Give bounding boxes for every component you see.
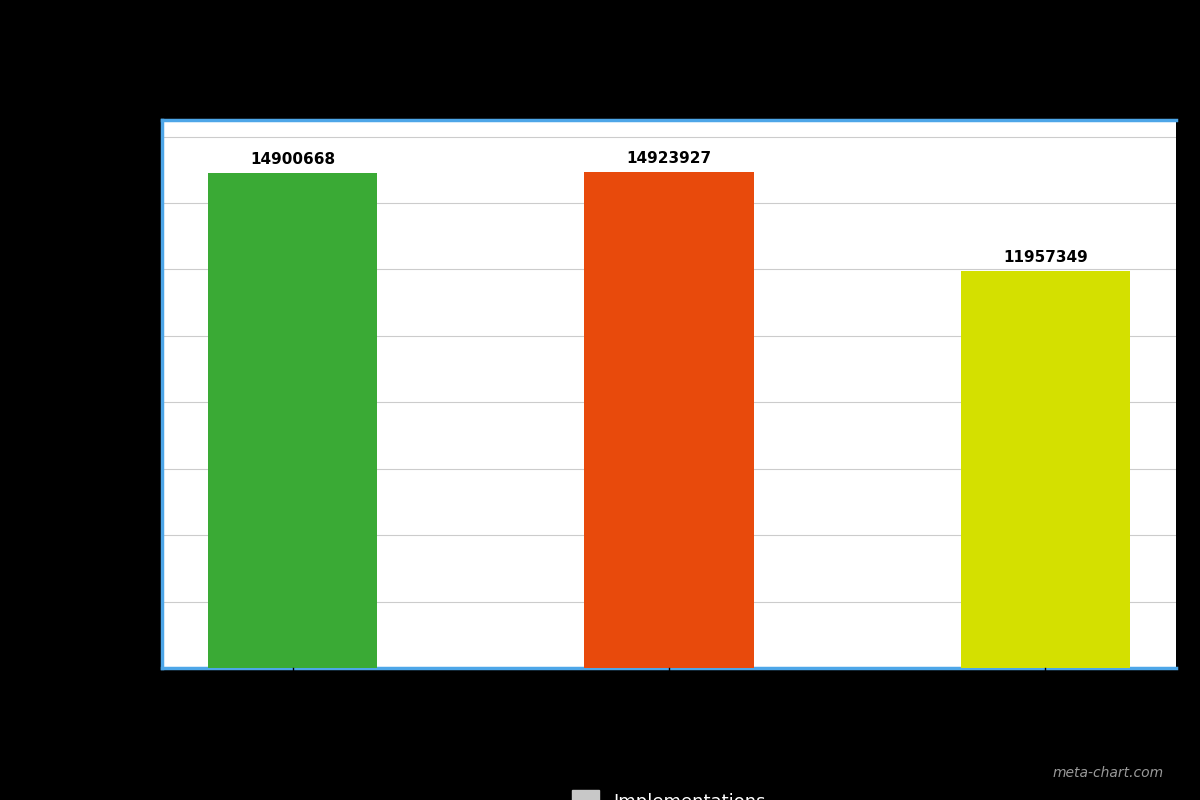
Bar: [960, 271, 1130, 668]
Text: meta-chart.com: meta-chart.com: [1052, 766, 1164, 780]
Bar: [584, 172, 754, 668]
Text: 14923927: 14923927: [626, 151, 712, 166]
Bar: [208, 173, 378, 668]
Legend: Implementations: Implementations: [572, 790, 766, 800]
Text: 14900668: 14900668: [250, 152, 335, 167]
Text: 11957349: 11957349: [1003, 250, 1087, 265]
